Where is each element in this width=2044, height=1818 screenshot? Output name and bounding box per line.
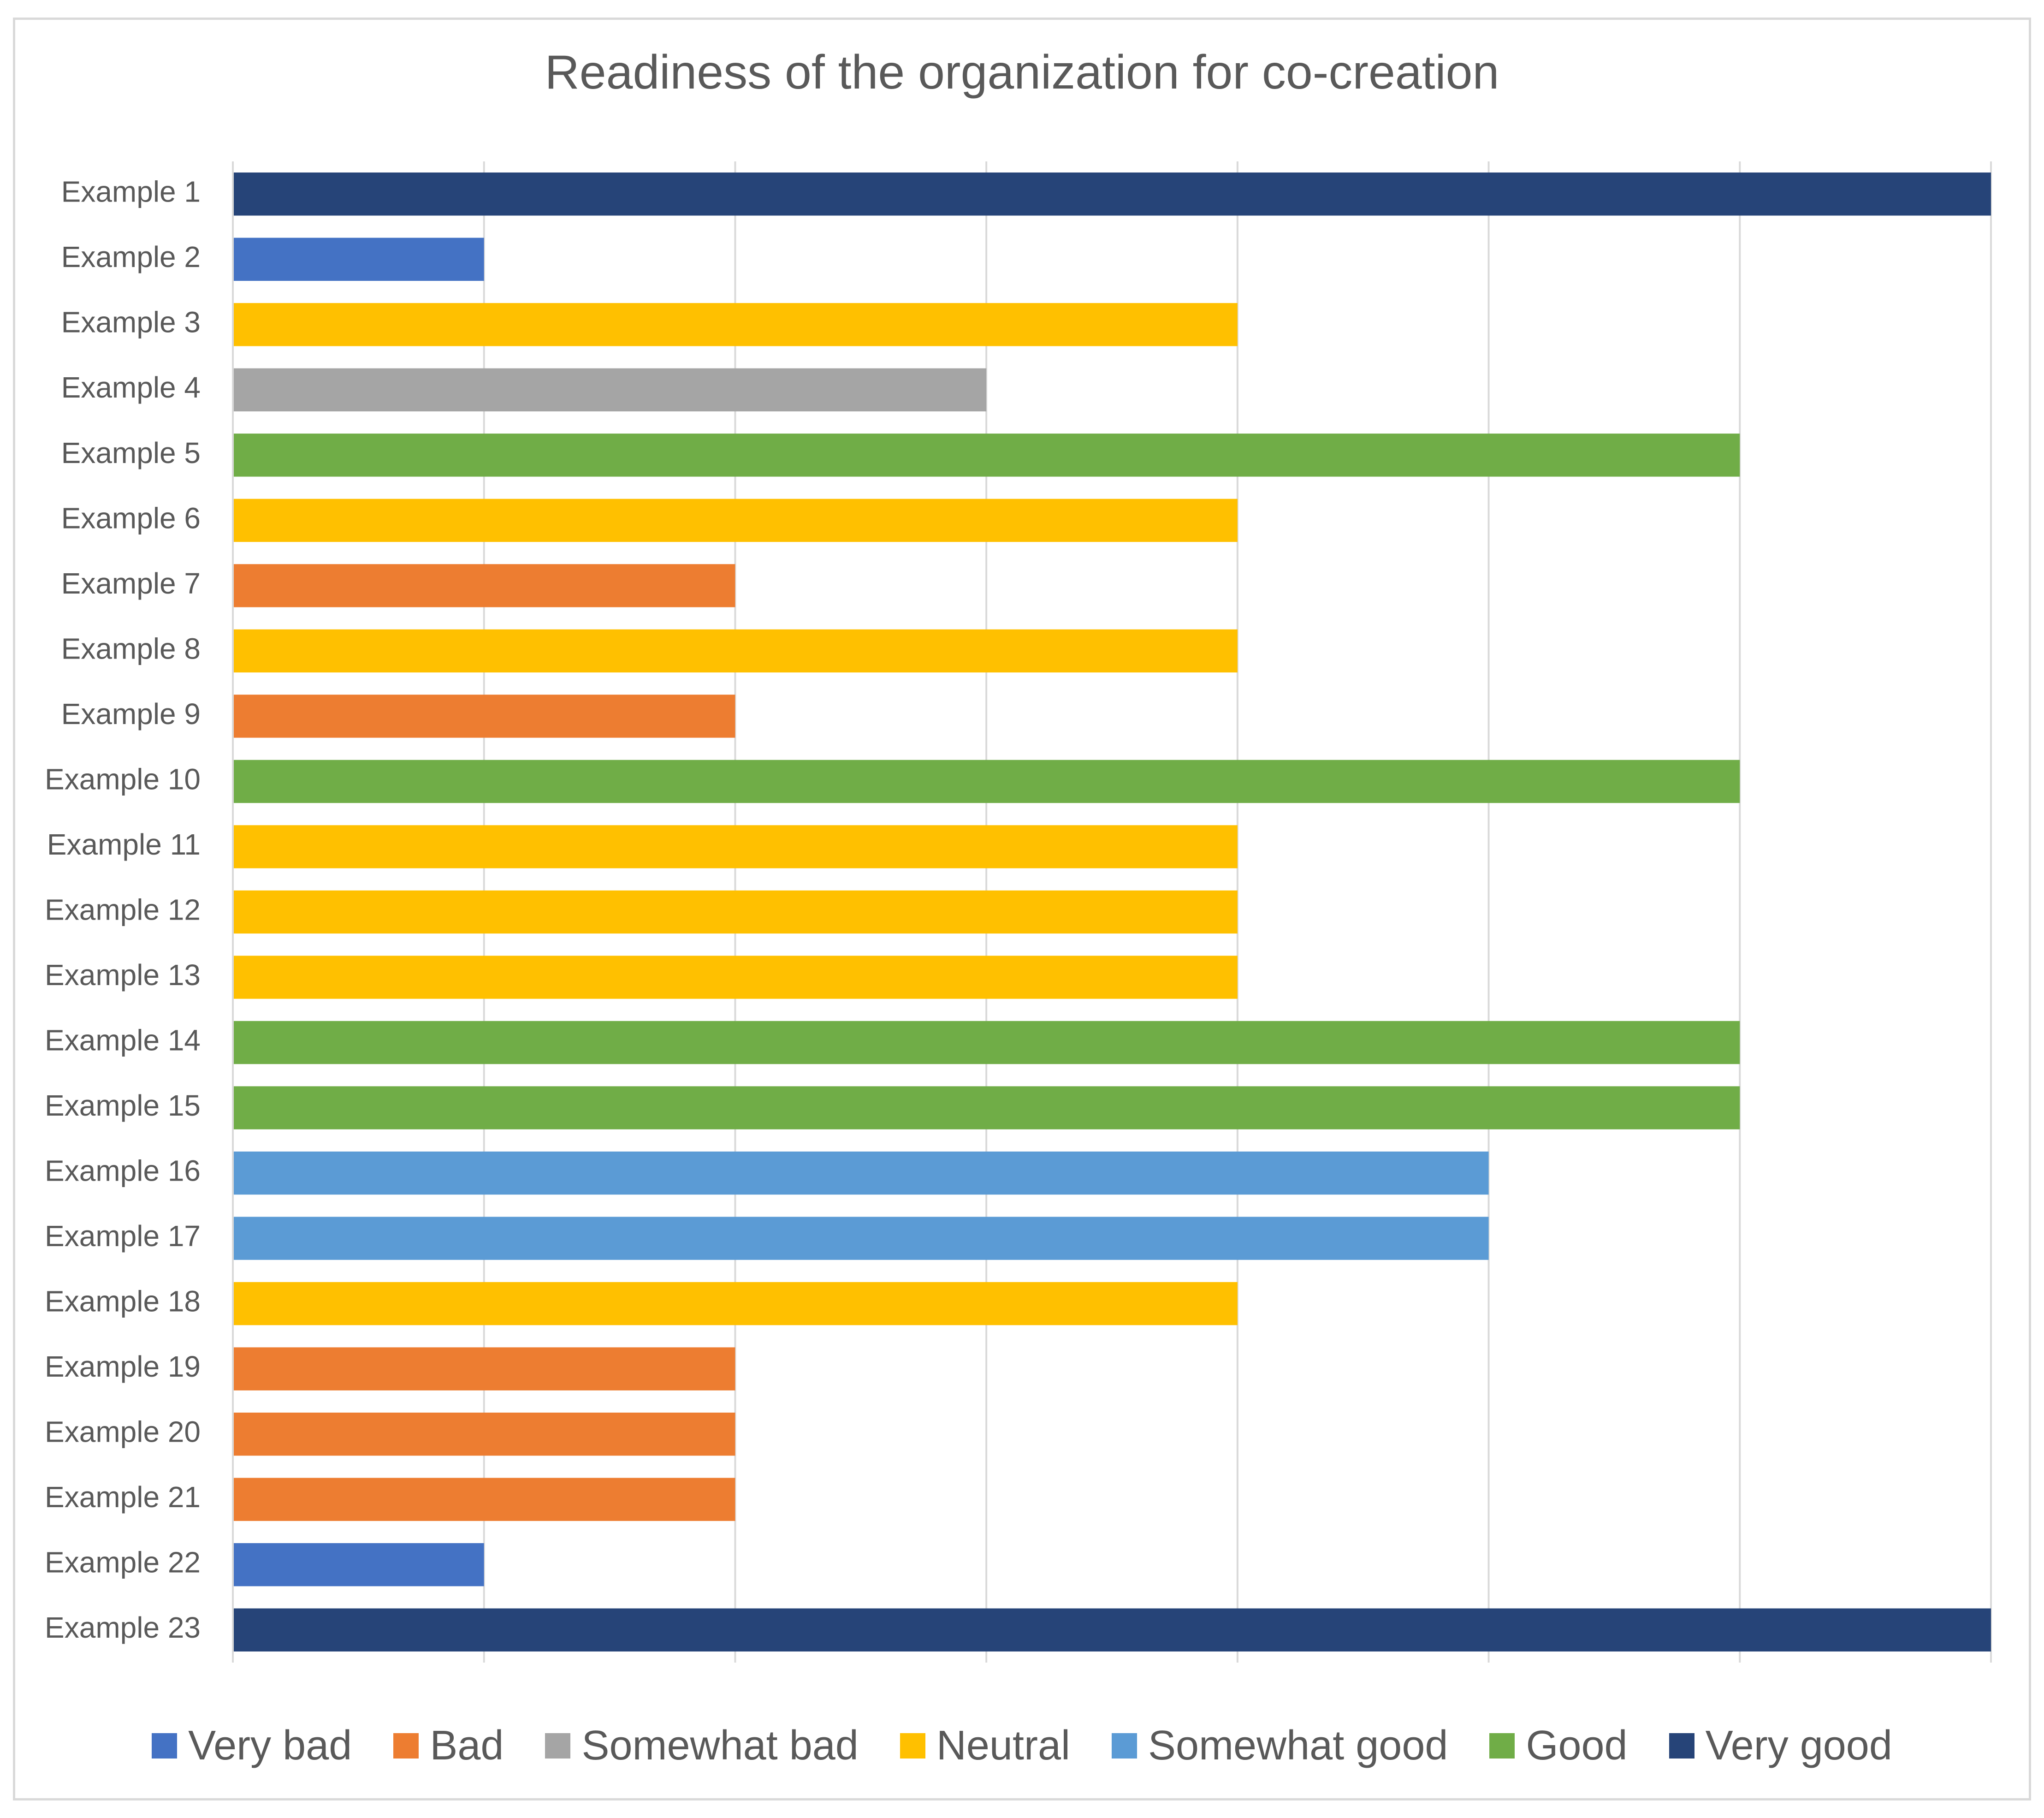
bar xyxy=(233,760,1740,803)
legend-label: Very good xyxy=(1705,1722,1892,1769)
legend-label: Somewhat bad xyxy=(581,1722,859,1769)
bar xyxy=(233,1217,1489,1260)
legend-swatch xyxy=(545,1733,571,1759)
y-tick-label: Example 6 xyxy=(61,501,201,535)
bar xyxy=(233,303,1238,346)
y-tick-label: Example 13 xyxy=(45,958,201,992)
chart-title: Readiness of the organization for co-cre… xyxy=(545,46,1499,99)
y-tick-label: Example 18 xyxy=(45,1285,201,1318)
y-tick-label: Example 10 xyxy=(45,762,201,796)
bar xyxy=(233,172,1991,216)
y-tick-label: Example 19 xyxy=(45,1350,201,1383)
legend-item: Very bad xyxy=(152,1722,352,1770)
y-tick-label: Example 1 xyxy=(61,175,201,208)
legend-label: Neutral xyxy=(936,1722,1070,1769)
y-tick-label: Example 14 xyxy=(45,1023,201,1057)
legend-swatch xyxy=(393,1733,419,1759)
bar xyxy=(233,238,484,281)
y-tick-label: Example 8 xyxy=(61,632,201,665)
bar xyxy=(233,629,1238,673)
legend-item: Bad xyxy=(393,1722,504,1770)
y-tick-label: Example 5 xyxy=(61,436,201,469)
bar xyxy=(233,1021,1740,1064)
bar xyxy=(233,1608,1991,1652)
y-tick-label: Example 16 xyxy=(45,1154,201,1187)
y-tick-label: Example 21 xyxy=(45,1480,201,1514)
legend-swatch xyxy=(900,1733,925,1759)
y-tick-label: Example 17 xyxy=(45,1219,201,1253)
y-tick-label: Example 3 xyxy=(61,306,201,339)
bar xyxy=(233,1543,484,1586)
legend-item: Good xyxy=(1489,1722,1628,1770)
legend-swatch xyxy=(1112,1733,1137,1759)
bar xyxy=(233,956,1238,999)
y-tick-label: Example 15 xyxy=(45,1089,201,1122)
y-tick-label: Example 11 xyxy=(47,828,201,861)
y-tick-label: Example 12 xyxy=(45,893,201,926)
legend-label: Somewhat good xyxy=(1148,1722,1448,1769)
chart-legend: Very bad Bad Somewhat bad Neutral Somewhat g… xyxy=(0,1720,2044,1771)
bar xyxy=(233,1151,1489,1195)
y-tick-label: Example 23 xyxy=(45,1611,201,1644)
y-tick-label: Example 7 xyxy=(61,567,201,600)
legend-item: Somewhat bad xyxy=(545,1722,859,1770)
bar xyxy=(233,890,1238,934)
bar xyxy=(233,499,1238,542)
bar xyxy=(233,1282,1238,1325)
y-tick-label: Example 4 xyxy=(61,371,201,404)
bar xyxy=(233,434,1740,477)
y-tick-label: Example 22 xyxy=(45,1546,201,1579)
bar xyxy=(233,825,1238,868)
y-tick-label: Example 9 xyxy=(61,697,201,731)
bar xyxy=(233,1347,735,1390)
bar xyxy=(233,695,735,738)
legend-item: Very good xyxy=(1669,1722,1892,1770)
bar xyxy=(233,368,987,412)
legend-label: Good xyxy=(1526,1722,1628,1769)
legend-item: Neutral xyxy=(900,1722,1070,1770)
legend-label: Bad xyxy=(430,1722,504,1769)
y-tick-label: Example 20 xyxy=(45,1415,201,1449)
legend-swatch xyxy=(1669,1733,1694,1759)
bar xyxy=(233,1412,735,1456)
bar xyxy=(233,564,735,607)
legend-item: Somewhat good xyxy=(1112,1722,1448,1770)
y-tick-label: Example 2 xyxy=(61,240,201,273)
bar xyxy=(233,1086,1740,1129)
legend-label: Very bad xyxy=(188,1722,352,1769)
legend-swatch xyxy=(152,1733,178,1759)
bar xyxy=(233,1478,735,1521)
legend-swatch xyxy=(1489,1733,1515,1759)
